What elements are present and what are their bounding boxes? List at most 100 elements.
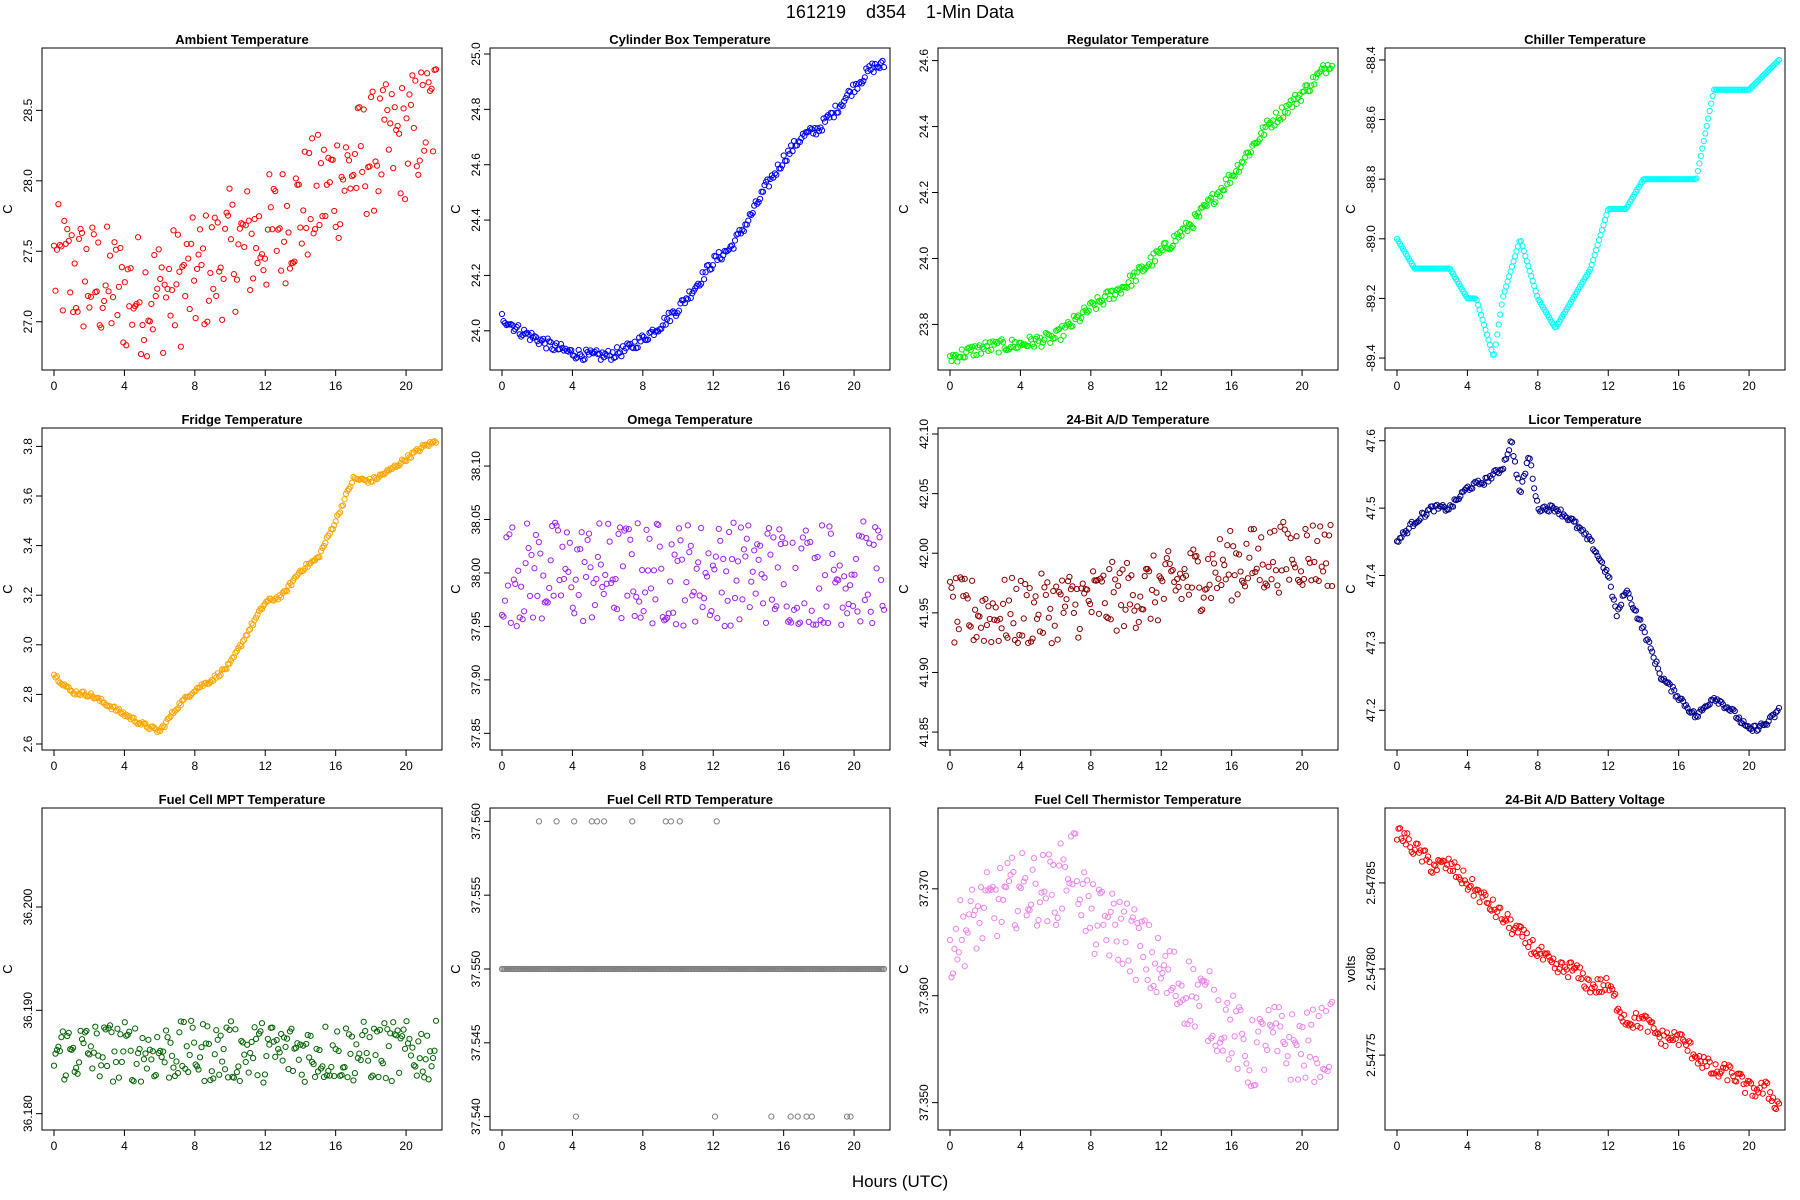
data-point — [1750, 81, 1758, 89]
data-point — [1038, 343, 1045, 350]
data-point — [81, 278, 89, 285]
data-point — [255, 213, 263, 220]
data-point — [207, 269, 214, 277]
data-point — [419, 1068, 426, 1075]
data-point — [331, 1072, 338, 1080]
data-point — [1159, 578, 1166, 585]
data-point — [90, 1049, 97, 1056]
data-point — [964, 929, 971, 936]
data-point — [1004, 859, 1011, 867]
data-points — [498, 57, 888, 364]
data-point — [792, 564, 799, 572]
data-point — [1235, 1004, 1243, 1011]
data-point — [1227, 1016, 1234, 1023]
data-point — [1264, 1046, 1271, 1054]
data-point — [1289, 1011, 1296, 1018]
data-point — [535, 539, 542, 546]
data-point — [1163, 989, 1170, 997]
data-point — [770, 534, 777, 541]
data-point — [258, 1020, 266, 1027]
outlier-point — [794, 1113, 801, 1120]
data-point — [951, 945, 958, 952]
data-point — [696, 282, 703, 289]
y-tick-label: 37.85 — [469, 718, 483, 748]
data-point — [342, 1025, 350, 1032]
data-point — [830, 114, 837, 121]
data-point — [633, 593, 640, 600]
data-point — [1687, 1039, 1694, 1046]
data-point — [804, 539, 811, 546]
data-point — [1429, 869, 1436, 876]
data-point — [572, 576, 579, 583]
data-point — [232, 649, 239, 656]
x-tick-label: 12 — [707, 379, 721, 393]
data-point — [106, 703, 114, 710]
data-point — [1168, 568, 1175, 575]
data-point — [768, 596, 776, 603]
data-point — [985, 603, 992, 610]
data-point — [1104, 614, 1111, 622]
data-point — [1775, 704, 1783, 712]
data-point — [842, 585, 849, 592]
data-point — [1519, 478, 1526, 485]
data-point — [1632, 1009, 1640, 1017]
data-point — [518, 333, 525, 340]
data-point — [1203, 203, 1210, 210]
data-point — [251, 215, 258, 223]
data-point — [1749, 83, 1756, 90]
data-point — [226, 185, 233, 192]
data-point — [1280, 114, 1287, 121]
data-point — [362, 1027, 369, 1035]
data-point — [266, 1041, 273, 1048]
data-point — [1486, 906, 1494, 913]
data-point — [419, 81, 426, 89]
data-point — [111, 1048, 118, 1055]
data-point — [1044, 918, 1051, 925]
data-point — [734, 558, 742, 565]
y-tick-label: 47.5 — [1364, 496, 1378, 520]
data-point — [782, 540, 789, 547]
data-point — [1113, 286, 1120, 294]
data-point — [393, 126, 400, 134]
data-point — [1308, 1021, 1315, 1028]
data-point — [410, 1062, 417, 1069]
data-point — [575, 346, 582, 354]
data-point — [1708, 100, 1715, 107]
data-point — [174, 231, 181, 238]
y-tick-label: 42.10 — [917, 419, 931, 449]
x-axis-label: Hours (UTC) — [851, 1172, 949, 1191]
data-point — [1026, 585, 1033, 592]
data-point — [1064, 578, 1072, 585]
data-point — [718, 256, 725, 263]
data-point — [279, 1057, 286, 1064]
data-point — [1259, 561, 1266, 568]
x-tick-label: 8 — [639, 379, 646, 393]
data-point — [1613, 1007, 1620, 1014]
data-point — [1755, 726, 1762, 733]
data-point — [1122, 606, 1129, 613]
data-point — [124, 266, 131, 273]
data-point — [1764, 68, 1771, 75]
data-point — [354, 105, 361, 112]
data-point — [177, 1018, 184, 1025]
data-point — [1685, 1038, 1693, 1045]
data-point — [64, 226, 71, 233]
chart-title: Omega Temperature — [627, 412, 752, 427]
data-point — [556, 577, 563, 584]
data-point — [1306, 87, 1313, 95]
data-point — [1414, 840, 1421, 847]
data-point — [1315, 1012, 1322, 1020]
data-point — [526, 592, 534, 600]
data-point — [1030, 599, 1038, 606]
data-point — [1647, 645, 1654, 652]
x-tick-label: 8 — [639, 759, 646, 773]
data-point — [1188, 584, 1195, 591]
data-point — [1084, 586, 1091, 593]
data-point — [636, 598, 643, 605]
data-point — [394, 1027, 401, 1034]
data-point — [202, 1040, 210, 1047]
data-point — [547, 339, 554, 346]
data-point — [1069, 881, 1076, 888]
